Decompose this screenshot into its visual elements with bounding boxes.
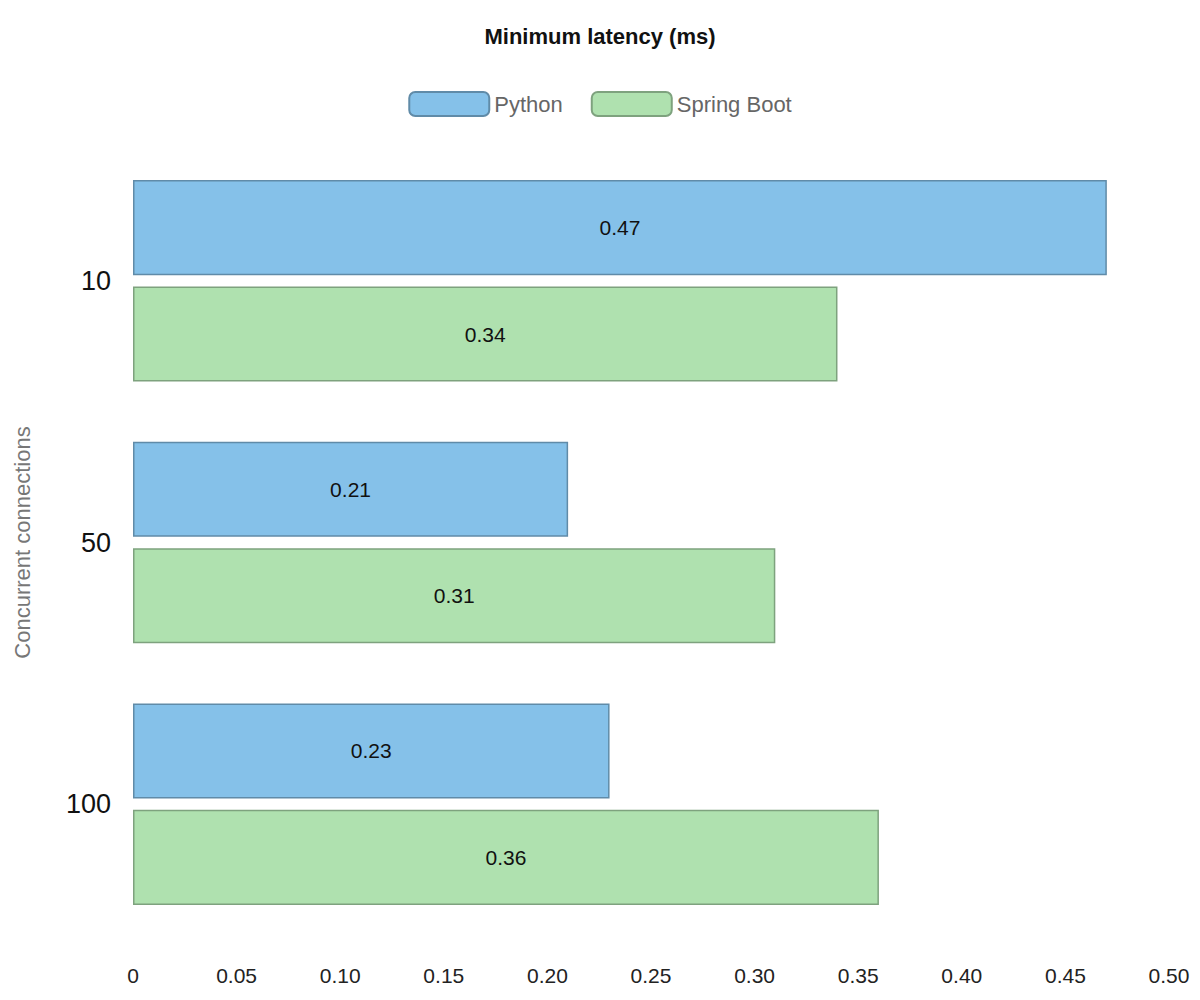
svg-text:0.45: 0.45 bbox=[1045, 964, 1086, 987]
svg-text:0.10: 0.10 bbox=[320, 964, 361, 987]
svg-text:Spring Boot: Spring Boot bbox=[677, 92, 792, 117]
svg-text:10: 10 bbox=[81, 266, 111, 296]
svg-text:0.35: 0.35 bbox=[838, 964, 879, 987]
svg-text:0.31: 0.31 bbox=[434, 584, 475, 607]
svg-text:100: 100 bbox=[66, 789, 111, 819]
svg-text:0.05: 0.05 bbox=[216, 964, 257, 987]
svg-text:0.21: 0.21 bbox=[330, 478, 371, 501]
svg-text:0.36: 0.36 bbox=[486, 846, 527, 869]
svg-text:0.30: 0.30 bbox=[734, 964, 775, 987]
svg-text:Minimum latency (ms): Minimum latency (ms) bbox=[484, 24, 715, 49]
svg-text:0.47: 0.47 bbox=[599, 216, 640, 239]
svg-text:0.50: 0.50 bbox=[1149, 964, 1190, 987]
svg-text:50: 50 bbox=[81, 528, 111, 558]
svg-text:0.40: 0.40 bbox=[941, 964, 982, 987]
svg-text:0.20: 0.20 bbox=[527, 964, 568, 987]
svg-text:0.15: 0.15 bbox=[423, 964, 464, 987]
svg-text:0.25: 0.25 bbox=[631, 964, 672, 987]
svg-text:Concurrent connections: Concurrent connections bbox=[10, 426, 35, 658]
svg-text:0.34: 0.34 bbox=[465, 323, 506, 346]
svg-text:Python: Python bbox=[494, 92, 562, 117]
svg-text:0: 0 bbox=[127, 964, 139, 987]
svg-text:0.23: 0.23 bbox=[351, 739, 392, 762]
